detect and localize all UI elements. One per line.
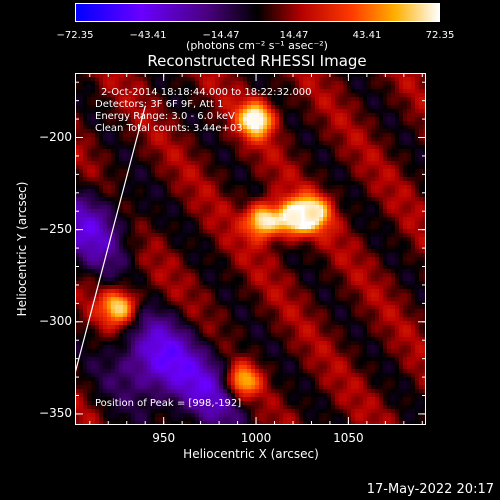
axis-ticks	[75, 73, 426, 425]
bright-source-1	[256, 213, 271, 228]
info-time-range: 2-Oct-2014 18:18:44.000 to 18:22:32.000	[101, 87, 312, 98]
bright-source-5	[236, 373, 251, 388]
chart-title: Reconstructed RHESSI Image	[147, 52, 367, 70]
limb-line	[75, 106, 146, 374]
colorbar-units: (photons cm⁻² s⁻¹ asec⁻²)	[186, 39, 328, 52]
y-tick-label: −350	[39, 405, 72, 420]
footer-date: 17-May-2022 20:17	[366, 482, 494, 497]
heatmap-sources	[112, 112, 321, 388]
y-tick-label: −250	[39, 221, 72, 236]
colorbar-tick-label: 14.47	[279, 30, 309, 41]
info-peak-position: Position of Peak = [998,-192]	[95, 398, 242, 409]
colorbar-tick-label: −14.47	[202, 30, 240, 41]
x-axis-title: Heliocentric X (arcsec)	[183, 447, 319, 461]
bright-source-0	[249, 112, 264, 127]
colorbar-tick-label: 43.41	[352, 30, 382, 41]
info-clean: Clean Total counts: 3.44e+03	[95, 123, 243, 134]
x-tick-label: 1050	[333, 431, 364, 445]
y-tick-label: −300	[39, 313, 72, 328]
colorbar-tick-label: −72.35	[56, 30, 94, 41]
heatmap-image	[75, 73, 426, 425]
heatmap-cells	[75, 73, 426, 425]
colorbar-tick-label: −43.41	[129, 30, 167, 41]
colorbar-tick-label: 72.35	[425, 30, 455, 41]
bright-source-4	[112, 300, 127, 315]
bright-source-2	[285, 211, 300, 226]
x-tick-label: 1000	[240, 431, 272, 445]
plot-frame	[75, 73, 426, 425]
bright-source-3	[306, 206, 321, 221]
colorbar	[75, 3, 440, 22]
plot-area	[75, 73, 426, 425]
y-tick-label: −200	[39, 129, 72, 144]
info-energy: Energy Range: 3.0 - 6.0 keV	[95, 111, 235, 122]
y-axis-title: Heliocentric Y (arcsec)	[15, 181, 29, 317]
info-detectors: Detectors: 3F 6F 9F, Att 1	[95, 99, 224, 110]
x-tick-label: 950	[152, 431, 176, 445]
